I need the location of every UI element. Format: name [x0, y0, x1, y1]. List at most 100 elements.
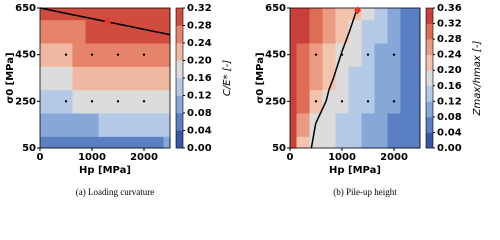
contour-cell — [322, 66, 336, 91]
sample-point — [64, 100, 68, 103]
contour-cell — [309, 113, 323, 137]
sample-point — [366, 100, 370, 103]
contour-cell — [361, 19, 375, 44]
contour-cell — [72, 66, 86, 91]
contour-cell — [150, 136, 164, 149]
sample-point — [90, 100, 94, 103]
figure: 0 1000 2000 50 250 450 650 Hp [MPa] σ0 [MPa] 0.00… — [5, 3, 483, 197]
contour-line — [332, 54, 342, 79]
colorbar-segment — [426, 70, 433, 87]
contour-cell — [124, 136, 138, 149]
contour-cell — [85, 8, 99, 21]
contour-line — [143, 28, 154, 33]
contour-cell — [335, 66, 349, 91]
contour-cell — [322, 43, 336, 67]
contour-cell — [361, 66, 375, 91]
contour-cell — [322, 19, 336, 44]
contour-cell — [296, 43, 310, 67]
contour-cell — [400, 19, 414, 44]
highlight-marker — [354, 6, 362, 15]
contour-cell — [59, 113, 73, 137]
x-tick-label: 0 — [287, 152, 294, 163]
contour-cell — [413, 8, 421, 21]
contour-cell — [413, 136, 421, 149]
contour-cell — [290, 136, 297, 149]
contour-cell — [322, 113, 336, 137]
contour-cell — [322, 136, 336, 149]
x-axis-label: Hp [MPa] — [79, 165, 131, 176]
sample-point — [142, 100, 146, 103]
x-tick-label: 2000 — [130, 152, 158, 163]
contour-line — [315, 101, 327, 124]
contour-line — [156, 31, 171, 36]
contour-cell — [98, 89, 112, 114]
caption: (b) Pile-up height — [333, 187, 397, 197]
contour-line — [153, 30, 158, 33]
contour-cell — [163, 89, 171, 114]
contour-cell — [40, 43, 47, 67]
contour-cell — [348, 19, 362, 44]
contour-cell — [361, 8, 375, 21]
sample-point — [64, 53, 68, 56]
contour-cell — [59, 66, 73, 91]
contour-cell — [85, 66, 99, 91]
contour-cell — [124, 8, 138, 21]
y-tick-label: 250 — [265, 96, 286, 107]
contour-cell — [296, 19, 310, 44]
contour-cell — [163, 136, 171, 149]
sample-point — [314, 53, 318, 56]
contour-cell — [72, 19, 86, 44]
contour-cell — [111, 136, 125, 149]
sample-point — [366, 53, 370, 56]
contour-cell — [348, 66, 362, 91]
sample-point — [340, 53, 344, 56]
colorbar-segment — [426, 101, 433, 118]
contour-cell — [150, 89, 164, 114]
contour-cell — [98, 43, 112, 67]
colorbar-label: Zmax/hmax [-] — [472, 41, 483, 117]
contour-cell — [387, 136, 401, 149]
contour-cell — [290, 113, 297, 137]
colorbar-tick-label: 0.08 — [437, 112, 462, 123]
x-axis-label: Hp [MPa] — [329, 165, 381, 176]
contour-cell — [40, 89, 47, 114]
colorbar-tick-label: 0.20 — [437, 65, 462, 76]
colorbar-segment — [176, 25, 183, 44]
contour-cell — [374, 19, 388, 44]
colorbar-segment — [426, 8, 433, 24]
contour-cell — [40, 136, 47, 149]
colorbar-segment — [176, 113, 183, 131]
contour-line — [39, 7, 54, 12]
contour-cell — [296, 136, 310, 149]
colorbar-frame — [425, 7, 434, 149]
contour-cell — [290, 8, 297, 21]
colorbar-segment — [426, 39, 433, 55]
contour-cell — [296, 8, 310, 21]
caption: (a) Loading curvature — [76, 187, 154, 197]
contour-line — [310, 124, 317, 149]
contour-line — [91, 17, 106, 23]
y-tick-label: 650 — [265, 3, 286, 14]
contour-cell — [400, 43, 414, 67]
contour-cell — [400, 8, 414, 21]
x-tick-label: 2000 — [380, 152, 408, 163]
contour-cell — [46, 43, 60, 67]
y-tick-label: 250 — [15, 96, 36, 107]
contour-cell — [137, 113, 151, 137]
colorbar-tick-label: 0.28 — [437, 34, 462, 45]
contour-cell — [400, 66, 414, 91]
contour-cell — [296, 113, 310, 137]
y-tick-label: 650 — [15, 3, 36, 14]
contour-cell — [374, 113, 388, 137]
colorbar-tick-label: 0.08 — [187, 108, 212, 119]
sample-point — [314, 100, 318, 103]
contour-line — [325, 89, 330, 102]
contour-cell — [374, 136, 388, 149]
contour-cell — [335, 8, 349, 21]
y-axis-label: σ0 [MPa] — [5, 52, 16, 103]
contour-line — [78, 15, 93, 20]
colorbar-tick-label: 0.04 — [437, 127, 462, 138]
contour-cell — [72, 8, 86, 21]
contour-cell — [124, 19, 138, 44]
contour-cell — [374, 89, 388, 114]
